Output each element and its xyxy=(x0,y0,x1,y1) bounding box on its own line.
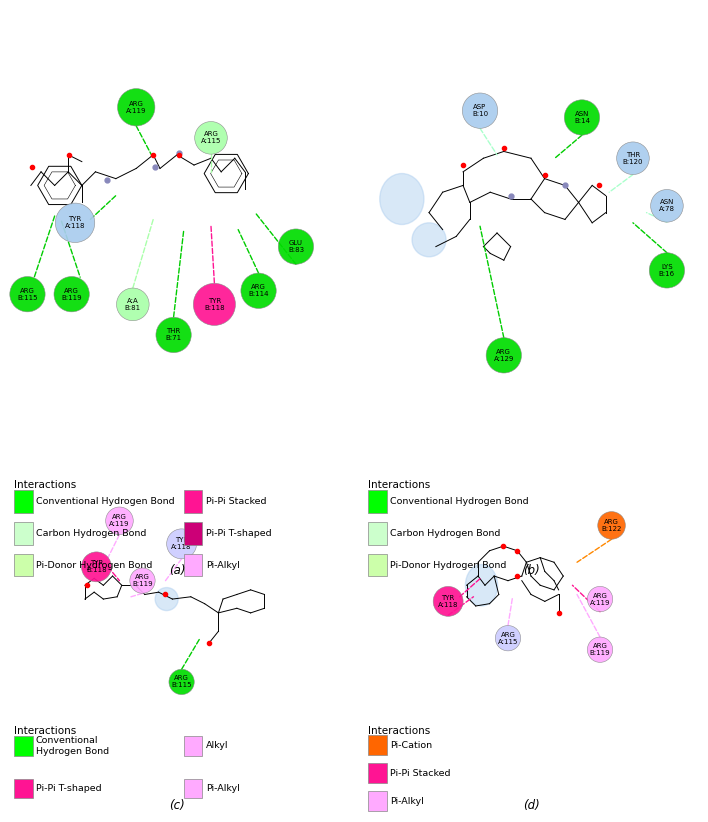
Circle shape xyxy=(486,338,522,373)
Text: Interactions: Interactions xyxy=(368,726,430,736)
Text: ARG
B:115: ARG B:115 xyxy=(171,676,192,689)
FancyBboxPatch shape xyxy=(368,735,387,755)
Text: ARG
B:114: ARG B:114 xyxy=(249,284,269,298)
Circle shape xyxy=(588,637,612,663)
FancyBboxPatch shape xyxy=(184,522,202,545)
Text: ASN
B:14: ASN B:14 xyxy=(574,111,590,124)
FancyBboxPatch shape xyxy=(368,791,387,811)
Text: Pi-Pi Stacked: Pi-Pi Stacked xyxy=(206,497,266,506)
Text: Conventional
Hydrogen Bond: Conventional Hydrogen Bond xyxy=(36,737,109,755)
Text: (b): (b) xyxy=(523,565,539,577)
FancyBboxPatch shape xyxy=(14,522,33,545)
Text: Carbon Hydrogen Bond: Carbon Hydrogen Bond xyxy=(36,529,147,538)
Circle shape xyxy=(156,317,191,353)
Circle shape xyxy=(649,252,685,288)
Text: ARG
B:119: ARG B:119 xyxy=(590,643,610,656)
FancyBboxPatch shape xyxy=(14,490,33,513)
Text: TYR
A:118: TYR A:118 xyxy=(171,538,192,551)
Text: (c): (c) xyxy=(169,799,185,812)
Text: ASN
A:78: ASN A:78 xyxy=(659,199,675,212)
Circle shape xyxy=(651,190,683,222)
Text: Pi-Donor Hydrogen Bond: Pi-Donor Hydrogen Bond xyxy=(390,561,506,570)
Circle shape xyxy=(55,203,95,242)
Text: Interactions: Interactions xyxy=(14,480,76,490)
Text: Pi-Alkyl: Pi-Alkyl xyxy=(390,797,423,806)
Circle shape xyxy=(169,669,194,695)
FancyBboxPatch shape xyxy=(14,736,33,756)
FancyBboxPatch shape xyxy=(368,522,387,545)
Text: ARG
A:129: ARG A:129 xyxy=(493,349,514,362)
Circle shape xyxy=(54,276,89,312)
Text: ASP
B:10: ASP B:10 xyxy=(472,104,488,118)
FancyBboxPatch shape xyxy=(368,763,387,783)
Circle shape xyxy=(433,586,463,616)
Text: ARG
B:119: ARG B:119 xyxy=(62,288,82,301)
Text: ARG
A:119: ARG A:119 xyxy=(126,101,147,113)
Circle shape xyxy=(462,93,498,128)
FancyBboxPatch shape xyxy=(14,554,33,576)
Circle shape xyxy=(588,586,612,612)
FancyBboxPatch shape xyxy=(184,554,202,576)
Text: (d): (d) xyxy=(523,799,539,812)
Circle shape xyxy=(118,89,155,126)
Circle shape xyxy=(564,99,600,135)
Text: Conventional Hydrogen Bond: Conventional Hydrogen Bond xyxy=(36,497,175,506)
Text: GLU
B:83: GLU B:83 xyxy=(288,240,304,253)
Text: THR
B:120: THR B:120 xyxy=(623,152,643,164)
Text: A:A
B:81: A:A B:81 xyxy=(125,298,141,311)
Circle shape xyxy=(496,626,520,651)
Text: ARG
A:119: ARG A:119 xyxy=(590,593,610,606)
FancyBboxPatch shape xyxy=(184,736,202,756)
Text: ARG
B:119: ARG B:119 xyxy=(132,574,153,587)
Circle shape xyxy=(278,229,314,264)
FancyBboxPatch shape xyxy=(184,778,202,798)
Circle shape xyxy=(241,273,276,308)
Ellipse shape xyxy=(412,223,446,256)
Circle shape xyxy=(81,552,111,582)
Ellipse shape xyxy=(155,588,178,611)
Text: Pi-Alkyl: Pi-Alkyl xyxy=(206,784,239,793)
Circle shape xyxy=(617,142,649,174)
FancyBboxPatch shape xyxy=(184,490,202,513)
Text: Conventional Hydrogen Bond: Conventional Hydrogen Bond xyxy=(390,497,529,506)
Text: THR
B:71: THR B:71 xyxy=(166,329,182,341)
Text: Pi-Donor Hydrogen Bond: Pi-Donor Hydrogen Bond xyxy=(36,561,152,570)
Text: Pi-Pi T-shaped: Pi-Pi T-shaped xyxy=(36,784,101,793)
Text: (a): (a) xyxy=(169,565,185,577)
Circle shape xyxy=(193,284,236,326)
FancyBboxPatch shape xyxy=(14,778,33,798)
Circle shape xyxy=(195,122,227,155)
Circle shape xyxy=(130,568,155,593)
Text: Carbon Hydrogen Bond: Carbon Hydrogen Bond xyxy=(390,529,501,538)
Text: Pi-Pi T-shaped: Pi-Pi T-shaped xyxy=(206,529,271,538)
Text: TYR
A:118: TYR A:118 xyxy=(438,595,458,608)
Circle shape xyxy=(166,529,197,559)
Text: TYR
B:118: TYR B:118 xyxy=(204,298,224,311)
Text: Pi-Cation: Pi-Cation xyxy=(390,741,432,750)
FancyBboxPatch shape xyxy=(368,554,387,576)
Text: LYS
B:16: LYS B:16 xyxy=(659,264,675,277)
Text: ARG
A:119: ARG A:119 xyxy=(109,515,130,528)
Text: Interactions: Interactions xyxy=(14,726,76,736)
Text: Pi-Alkyl: Pi-Alkyl xyxy=(206,561,239,570)
Ellipse shape xyxy=(465,565,498,606)
Text: Interactions: Interactions xyxy=(368,480,430,490)
Circle shape xyxy=(117,288,149,321)
Text: TYR
B:118: TYR B:118 xyxy=(86,561,107,574)
Text: Alkyl: Alkyl xyxy=(206,741,229,750)
Text: ARG
B:115: ARG B:115 xyxy=(17,288,38,301)
Circle shape xyxy=(105,507,133,534)
Text: Pi-Pi Stacked: Pi-Pi Stacked xyxy=(390,769,450,778)
Circle shape xyxy=(10,276,45,312)
Circle shape xyxy=(598,511,625,539)
Text: ARG
B:122: ARG B:122 xyxy=(601,519,622,532)
Text: ARG
A:115: ARG A:115 xyxy=(201,132,221,145)
Text: TYR
A:118: TYR A:118 xyxy=(65,216,85,229)
Text: ARG
A:115: ARG A:115 xyxy=(498,631,518,644)
FancyBboxPatch shape xyxy=(368,490,387,513)
Ellipse shape xyxy=(379,173,424,224)
